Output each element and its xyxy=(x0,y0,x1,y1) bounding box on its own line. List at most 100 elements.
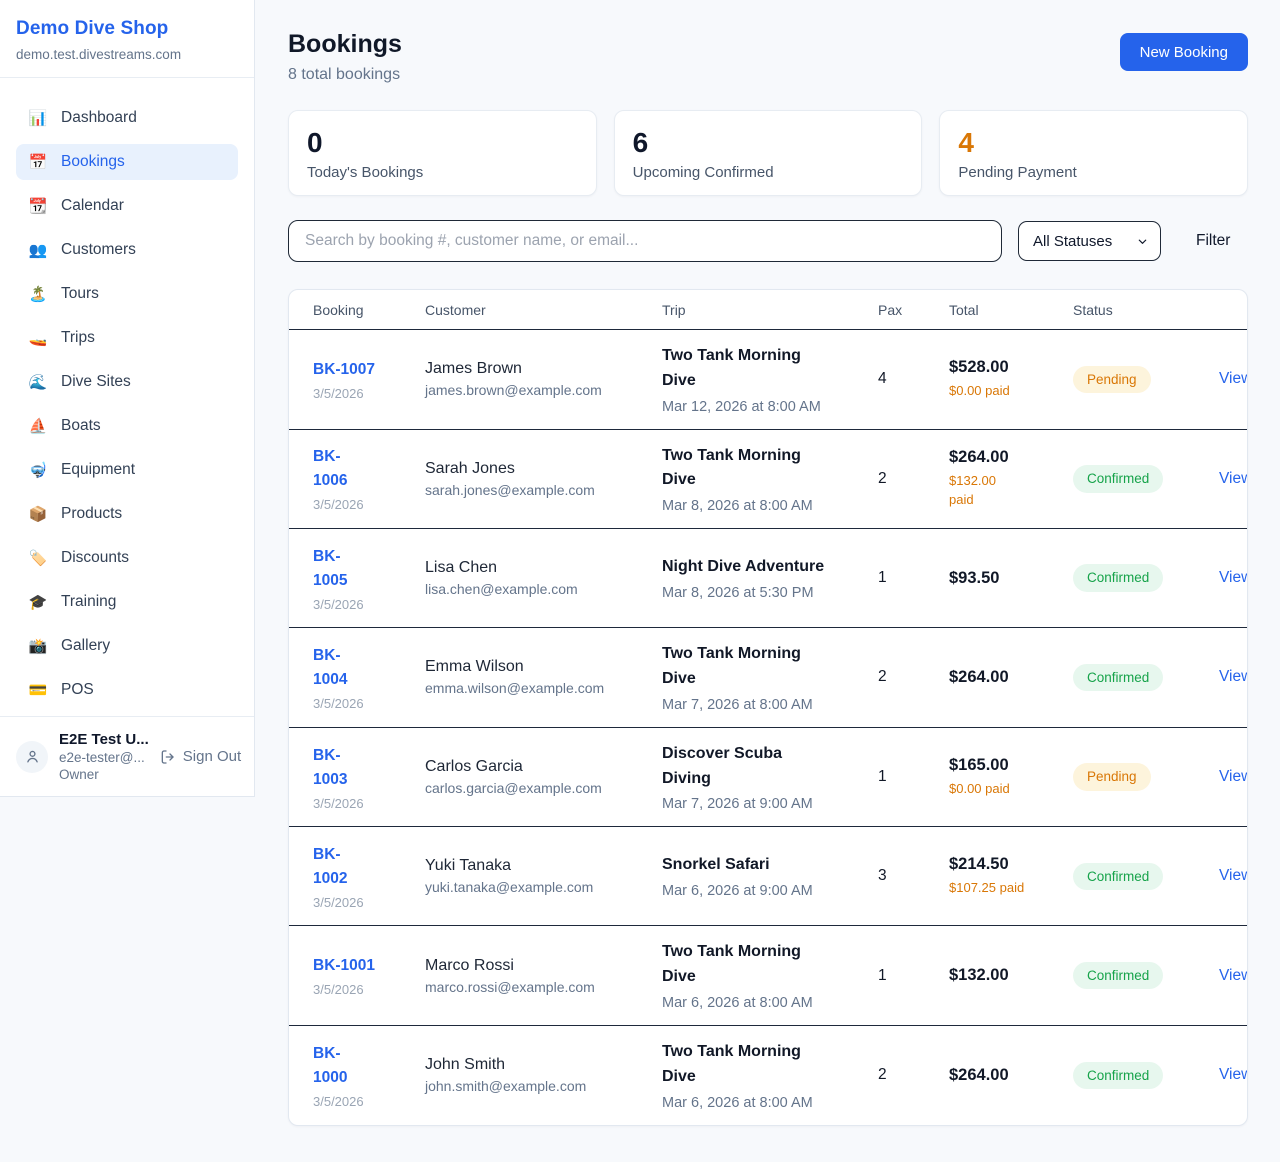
sidebar-item-dive-sites[interactable]: 🌊 Dive Sites xyxy=(16,364,238,400)
status-badge: Pending xyxy=(1073,365,1151,394)
customer-cell: Marco Rossi marco.rossi@example.com xyxy=(425,957,662,995)
view-link[interactable]: View xyxy=(1219,469,1247,487)
trip-datetime: Mar 6, 2026 at 8:00 AM xyxy=(662,994,813,1011)
filter-button[interactable]: Filter xyxy=(1196,232,1231,249)
sidebar-item-equipment[interactable]: 🤿 Equipment xyxy=(16,452,238,488)
booking-id-link[interactable]: BK-1001 xyxy=(313,957,376,975)
status-select[interactable]: All Statuses xyxy=(1018,221,1161,261)
total-cell: $93.50 xyxy=(949,569,1073,588)
sidebar-item-label: Bookings xyxy=(61,153,125,170)
sidebar-item-label: Training xyxy=(61,593,117,610)
stat-card: 6 Upcoming Confirmed xyxy=(613,110,923,196)
pax-value: 3 xyxy=(878,867,887,885)
view-link[interactable]: View xyxy=(1219,668,1247,686)
stat-label: Today's Bookings xyxy=(307,163,424,181)
action-cell: View xyxy=(1196,668,1247,686)
discounts-icon: 🏷️ xyxy=(28,549,48,567)
status-cell: Confirmed xyxy=(1073,465,1196,493)
booking-date: 3/5/2026 xyxy=(313,497,364,513)
dive-sites-icon: 🌊 xyxy=(28,373,48,391)
view-link[interactable]: View xyxy=(1219,768,1247,786)
stat-card: 4 Pending Payment xyxy=(939,110,1249,196)
customer-email: james.brown@example.com xyxy=(425,382,602,399)
booking-cell: BK-1007 3/5/2026 xyxy=(313,358,425,401)
sidebar-item-products[interactable]: 📦 Products xyxy=(16,496,238,532)
status-cell: Confirmed xyxy=(1073,862,1196,891)
user-role: Owner xyxy=(59,767,99,782)
total-amount: $214.50 xyxy=(949,855,1009,874)
customer-cell: John Smith john.smith@example.com xyxy=(425,1056,662,1094)
trip-cell: Two Tank Morning Dive Mar 7, 2026 at 8:0… xyxy=(662,642,878,713)
sidebar-item-boats[interactable]: ⛵ Boats xyxy=(16,408,238,444)
stat-card: 0 Today's Bookings xyxy=(288,110,597,196)
action-cell: View xyxy=(1196,569,1247,587)
trip-name: Two Tank Morning Dive xyxy=(662,645,801,687)
trip-datetime: Mar 8, 2026 at 5:30 PM xyxy=(662,585,814,602)
customer-cell: Carlos Garcia carlos.garcia@example.com xyxy=(425,758,662,796)
status-cell: Confirmed xyxy=(1073,961,1196,990)
booking-cell: BK- 1005 3/5/2026 xyxy=(313,545,425,612)
total-cell: $264.00 xyxy=(949,1066,1073,1085)
total-amount: $165.00 xyxy=(949,755,1009,774)
view-link[interactable]: View xyxy=(1219,370,1247,388)
stat-value: 0 xyxy=(307,127,323,158)
stat-value: 4 xyxy=(958,127,974,158)
sidebar-item-discounts[interactable]: 🏷️ Discounts xyxy=(16,540,238,576)
booking-id-link[interactable]: BK- 1002 xyxy=(313,845,348,887)
status-badge: Confirmed xyxy=(1073,564,1164,592)
table-row: BK- 1006 3/5/2026 Sarah Jones sarah.jone… xyxy=(289,430,1247,530)
action-cell: View xyxy=(1196,768,1247,786)
search-input[interactable] xyxy=(288,220,1002,262)
booking-id-link[interactable]: BK-1007 xyxy=(313,360,376,378)
column-header: Pax xyxy=(878,301,903,318)
customer-name: Sarah Jones xyxy=(425,459,515,477)
sidebar-item-dashboard[interactable]: 📊 Dashboard xyxy=(16,100,238,136)
sidebar-item-gallery[interactable]: 📸 Gallery xyxy=(16,628,238,664)
view-link[interactable]: View xyxy=(1219,966,1247,984)
booking-date: 3/5/2026 xyxy=(313,894,364,910)
sidebar-item-bookings[interactable]: 📅 Bookings xyxy=(16,144,238,180)
total-cell: $165.00 $0.00 paid xyxy=(949,756,1073,799)
sidebar-item-label: Calendar xyxy=(61,197,124,214)
booking-id-link[interactable]: BK- 1000 xyxy=(313,1044,348,1086)
customer-name: Marco Rossi xyxy=(425,956,514,974)
total-amount: $528.00 xyxy=(949,358,1009,377)
booking-id-link[interactable]: BK- 1003 xyxy=(313,746,348,788)
sidebar-item-label: Dive Sites xyxy=(61,373,131,390)
avatar xyxy=(16,740,48,773)
sidebar-item-tours[interactable]: 🏝️ Tours xyxy=(16,276,238,312)
sidebar-item-label: Discounts xyxy=(61,549,130,566)
sidebar-item-customers[interactable]: 👥 Customers xyxy=(16,232,238,268)
sidebar-item-pos[interactable]: 💳 POS xyxy=(16,672,238,708)
booking-id-link[interactable]: BK- 1004 xyxy=(313,646,348,688)
trip-datetime: Mar 6, 2026 at 8:00 AM xyxy=(662,1094,813,1111)
view-link[interactable]: View xyxy=(1219,1066,1247,1084)
customer-cell: James Brown james.brown@example.com xyxy=(425,360,662,398)
view-link[interactable]: View xyxy=(1219,867,1247,885)
sidebar-item-label: Customers xyxy=(61,241,136,258)
sidebar-item-training[interactable]: 🎓 Training xyxy=(16,584,238,620)
paid-amount: $107.25 paid xyxy=(949,880,1025,896)
dashboard-icon: 📊 xyxy=(28,109,48,127)
sidebar-item-label: POS xyxy=(61,681,94,698)
customer-email: carlos.garcia@example.com xyxy=(425,780,602,797)
action-cell: View xyxy=(1196,1066,1247,1084)
table-row: BK- 1005 3/5/2026 Lisa Chen lisa.chen@ex… xyxy=(289,529,1247,629)
new-booking-button[interactable]: New Booking xyxy=(1119,33,1248,71)
trip-datetime: Mar 8, 2026 at 8:00 AM xyxy=(662,498,813,515)
booking-id-link[interactable]: BK- 1005 xyxy=(313,547,348,589)
status-cell: Confirmed xyxy=(1073,1061,1196,1090)
sidebar-item-calendar[interactable]: 📆 Calendar xyxy=(16,188,238,224)
pax-value: 1 xyxy=(878,768,887,786)
status-select-value: All Statuses xyxy=(1033,232,1113,250)
trip-datetime: Mar 7, 2026 at 8:00 AM xyxy=(662,696,813,713)
total-cell: $264.00 $132.00 paid xyxy=(949,448,1073,510)
user-name: E2E Test U... xyxy=(59,731,149,748)
customer-cell: Emma Wilson emma.wilson@example.com xyxy=(425,658,662,696)
sign-out-button[interactable]: Sign Out xyxy=(160,748,241,765)
total-cell: $132.00 xyxy=(949,966,1073,985)
table-header-row: Booking Customer Trip Pax Total Status xyxy=(289,290,1247,330)
sidebar-item-trips[interactable]: 🚤 Trips xyxy=(16,320,238,356)
view-link[interactable]: View xyxy=(1219,569,1247,587)
booking-id-link[interactable]: BK- 1006 xyxy=(313,448,348,490)
